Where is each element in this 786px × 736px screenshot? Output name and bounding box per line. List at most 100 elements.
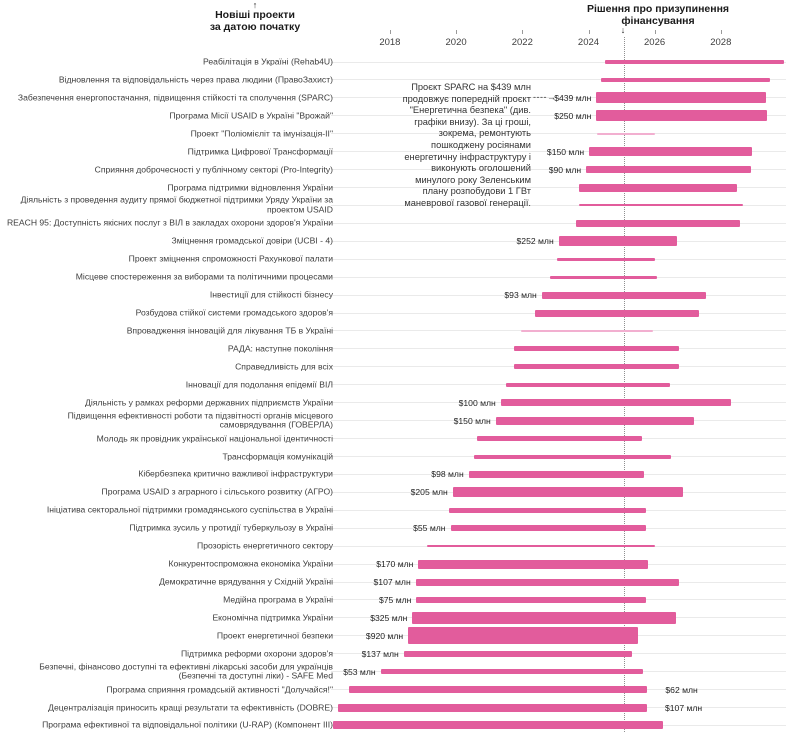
timeline-bar — [468, 470, 645, 478]
annotation-line: "Енергетична безпека" (див. — [409, 105, 531, 116]
project-label: Розбудова стійкої системи громадського з… — [135, 307, 333, 318]
annotation-line: графіки внизу). За ці гроші, — [414, 116, 531, 127]
x-axis-tick-mark — [654, 30, 656, 34]
x-axis-tick-label: 2020 — [445, 37, 467, 48]
funding-amount-label: $137 млн — [361, 648, 399, 659]
timeline-bar — [589, 147, 753, 157]
funding-amount-label: $250 млн — [554, 110, 592, 121]
project-label: Інновації для подолання епідемії ВІЛ — [185, 379, 333, 390]
timeline-bar — [578, 204, 744, 207]
annotation-line: пошкоджену росіянами — [431, 139, 531, 150]
timeline-bar — [513, 364, 680, 370]
x-axis-tick-mark — [456, 30, 458, 34]
project-label: Програма ефективної та відповідальної по… — [42, 719, 333, 730]
timeline-bar — [541, 291, 706, 299]
annotation-line: плану розпобудови 1 ГВт — [422, 186, 531, 197]
timeline-bar — [549, 275, 657, 279]
annotation-line: продовжує попередній проєкт — [402, 93, 531, 104]
project-label: Медійна програма в Україні — [223, 594, 333, 605]
timeline-bar — [513, 346, 680, 352]
annotation-line: зокрема, ремонтують — [438, 128, 531, 139]
timeline-bar — [534, 309, 700, 317]
row-gridline — [331, 133, 786, 135]
funding-amount-label: $252 млн — [516, 236, 554, 247]
annotation-line: виконують оголошений — [431, 163, 531, 174]
project-label: Сприяння доброчесності у публічному сект… — [94, 163, 333, 174]
annotation-arrow-icon: ----→ — [533, 92, 557, 102]
x-axis-tick-label: 2026 — [644, 37, 666, 48]
timeline-bar — [418, 559, 648, 569]
row-gridline — [331, 79, 786, 81]
timeline-bar — [596, 110, 768, 122]
x-axis-tick-mark — [522, 30, 524, 34]
funding-amount-label: $205 млн — [410, 487, 448, 498]
project-label: Конкурентоспроможна економіка України — [168, 558, 333, 569]
funding-amount-label: $90 млн — [548, 164, 582, 175]
project-label: Підвищення ефективності роботи та підзві… — [67, 410, 333, 430]
sparc-annotation: Проєкт SPARC на $439 млн продовжує попере… — [356, 82, 531, 210]
funding-amount-label: $53 млн — [343, 666, 376, 677]
timeline-bar — [579, 183, 738, 192]
left-chart-title-line2: за датою початку — [209, 21, 301, 33]
project-label: Проект енергетичної безпеки — [216, 630, 333, 641]
timeline-bar — [427, 545, 656, 548]
row-gridline — [331, 240, 786, 242]
row-gridline — [331, 115, 786, 117]
row-gridline — [331, 222, 786, 224]
project-label: Місцеве спостереження за виборами та пол… — [75, 271, 333, 282]
row-gridline — [331, 61, 786, 63]
funding-amount-label: $100 млн — [458, 397, 496, 408]
timeline-bar — [520, 329, 653, 332]
row-gridline — [331, 204, 786, 206]
timeline-bar — [586, 166, 751, 174]
project-label: Програма підтримки відновлення України — [167, 181, 334, 192]
x-axis-tick-mark — [389, 30, 391, 34]
funding-amount-label: $150 млн — [546, 146, 585, 157]
project-label: Безпечні, фінансово доступні та ефективн… — [39, 661, 333, 681]
timeline-bar — [380, 669, 644, 675]
x-axis-tick-label: 2028 — [710, 37, 732, 48]
down-arrow-icon: ↓ — [620, 25, 626, 35]
x-axis-tick-mark — [720, 30, 722, 34]
project-label: Зміцнення громадської довіри (UCBI - 4) — [171, 235, 333, 246]
left-chart-title: Новіші проекти за датою початку — [155, 9, 355, 33]
project-label: Економічна підтримка України — [212, 612, 333, 623]
annotation-line: енергетичну інфраструктуру і — [404, 151, 531, 162]
project-label: Молодь як провідник української націонал… — [96, 432, 333, 443]
project-label: Проект зміцнення спроможності Рахункової… — [128, 253, 333, 264]
annotation-line: минулого року Зеленським — [415, 174, 531, 185]
x-axis-tick-label: 2018 — [379, 37, 401, 48]
row-gridline — [331, 169, 786, 171]
project-label: РАДА: наступне покоління — [227, 343, 333, 354]
timeline-bar — [557, 257, 655, 261]
funding-amount-label: $98 млн — [431, 469, 464, 480]
funding-amount-label: $93 млн — [504, 290, 537, 301]
decision-title-line2: фінансування — [621, 15, 695, 27]
funding-amount-label: $150 млн — [453, 415, 491, 426]
funding-amount-label: $439 млн — [554, 92, 592, 103]
left-chart-title-line1: Новіші проекти — [215, 9, 295, 21]
timeline-bar — [412, 611, 677, 624]
timeline-bar — [473, 454, 671, 459]
timeline-bar — [349, 686, 648, 693]
funding-amount-label: $107 млн — [373, 577, 411, 587]
project-label: Реабілітація в Україні (Rehab4U) — [203, 56, 333, 67]
timeline-bar — [333, 721, 663, 730]
project-label: Кібербезпека критично важливої інфрастру… — [138, 468, 333, 479]
funding-amount-label: $107 млн — [665, 702, 703, 713]
project-label: Впровадження інновацій для лікування ТБ … — [126, 325, 333, 336]
project-label: Підтримка Цифрової Трансформації — [187, 146, 333, 157]
timeline-bar — [495, 416, 695, 425]
project-label: Децентралізація приносить кращі результа… — [48, 701, 333, 712]
timeline-bar — [338, 703, 647, 712]
project-label: Справедливість для всіх — [235, 361, 333, 372]
project-label: Програма Місії USAID в Україні "Врожай" — [169, 110, 333, 121]
timeline-bar — [452, 487, 683, 498]
x-axis-tick-mark — [588, 30, 590, 34]
project-label: Ініціатива секторальної підтримки громад… — [46, 504, 333, 515]
timeline-bar — [448, 507, 646, 513]
project-label: REACH 95: Доступність якісних послуг з В… — [6, 217, 333, 228]
timeline-bar — [596, 92, 767, 104]
project-label: Проект "Поліомієліт та імунізація-II" — [190, 128, 333, 139]
